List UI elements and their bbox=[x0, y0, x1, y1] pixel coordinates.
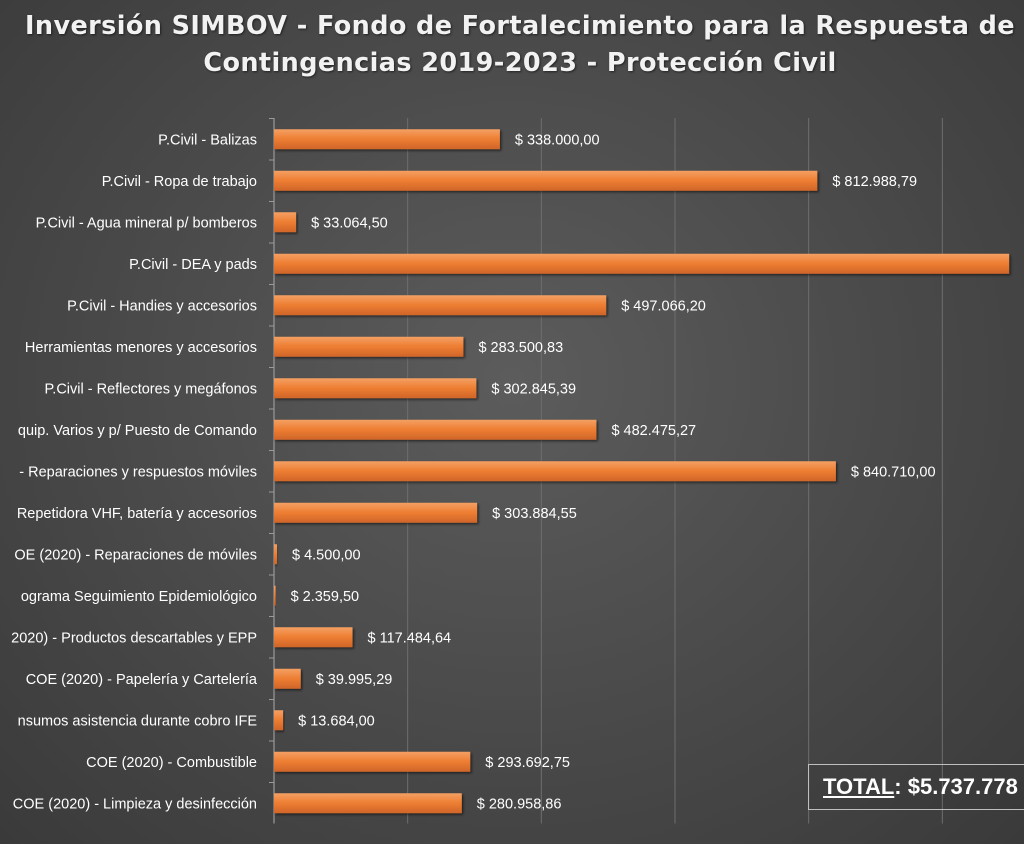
data-label: $ 482.475,27 bbox=[611, 423, 696, 439]
bar bbox=[274, 170, 818, 191]
category-label: Repetidora VHF, batería y accesorios bbox=[17, 506, 257, 522]
data-label: $ 338.000,00 bbox=[515, 132, 600, 148]
bar bbox=[274, 502, 478, 523]
total-box: TOTAL: $5.737.778 bbox=[808, 764, 1024, 810]
bar bbox=[274, 378, 477, 399]
category-label: nsumos asistencia durante cobro IFE bbox=[18, 713, 258, 729]
bar bbox=[274, 668, 301, 689]
bar bbox=[274, 295, 607, 316]
bar bbox=[274, 461, 836, 482]
bar bbox=[274, 544, 278, 565]
chart-title-line-1: Inversión SIMBOV - Fondo de Fortalecimie… bbox=[25, 11, 1015, 41]
bar bbox=[274, 585, 276, 606]
category-label: P.Civil - Reflectores y megáfonos bbox=[45, 381, 258, 397]
category-label: ograma Seguimiento Epidemiológico bbox=[21, 589, 257, 605]
bar bbox=[274, 419, 597, 440]
category-label: quip. Varios y p/ Puesto de Comando bbox=[18, 423, 257, 439]
chart-title: Inversión SIMBOV - Fondo de Fortalecimie… bbox=[0, 8, 1024, 82]
category-label: 2020) - Productos descartables y EPP bbox=[11, 630, 257, 646]
category-label: Herramientas menores y accesorios bbox=[25, 340, 257, 356]
total-label: TOTAL bbox=[823, 774, 895, 799]
data-label: $ 280.958,86 bbox=[477, 796, 562, 812]
total-value: : $5.737.778 bbox=[894, 774, 1018, 799]
bar bbox=[274, 627, 353, 648]
bar bbox=[274, 710, 284, 731]
bar bbox=[274, 129, 500, 150]
bar bbox=[274, 253, 1010, 274]
data-label: $ 117.484,64 bbox=[368, 630, 452, 646]
category-label: P.Civil - Balizas bbox=[158, 132, 257, 148]
category-label: P.Civil - Handies y accesorios bbox=[67, 298, 257, 314]
data-label: $ 283.500,83 bbox=[478, 340, 563, 356]
bar bbox=[274, 212, 297, 233]
category-label: P.Civil - DEA y pads bbox=[129, 257, 257, 273]
data-label: $ 302.845,39 bbox=[491, 381, 576, 397]
category-label: COE (2020) - Combustible bbox=[86, 755, 257, 771]
data-label: $ 812.988,79 bbox=[832, 174, 917, 190]
data-label: $ 33.064,50 bbox=[311, 215, 388, 231]
data-label: $ 840.710,00 bbox=[851, 464, 936, 480]
data-label: $ 293.692,75 bbox=[485, 755, 570, 771]
bar bbox=[274, 336, 464, 357]
data-label: $ 39.995,29 bbox=[316, 672, 393, 688]
category-label: P.Civil - Agua mineral p/ bomberos bbox=[36, 215, 257, 231]
chart-title-line-2: Contingencias 2019-2023 - Protección Civ… bbox=[203, 48, 837, 78]
category-label: COE (2020) - Limpieza y desinfección bbox=[13, 796, 257, 812]
data-label: $ 303.884,55 bbox=[492, 506, 577, 522]
data-label: $ 13.684,00 bbox=[298, 713, 375, 729]
data-label: $ 2.359,50 bbox=[291, 589, 360, 605]
category-label: - Reparaciones y respuestos móviles bbox=[19, 464, 257, 480]
category-label: OE (2020) - Reparaciones de móviles bbox=[14, 547, 257, 563]
category-label: P.Civil - Ropa de trabajo bbox=[102, 174, 257, 190]
data-label: $ 4.500,00 bbox=[292, 547, 361, 563]
bar bbox=[274, 793, 462, 814]
bar bbox=[274, 751, 471, 772]
category-label: COE (2020) - Papelería y Cartelería bbox=[26, 672, 258, 688]
data-label: $ 497.066,20 bbox=[621, 298, 706, 314]
